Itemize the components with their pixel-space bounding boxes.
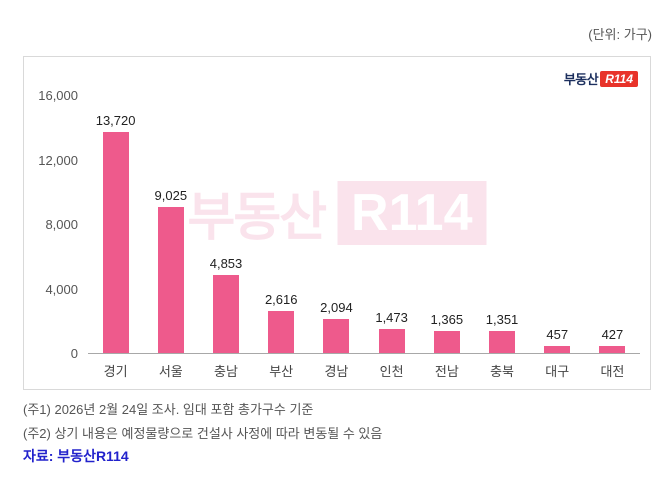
bar-value-label: 9,025: [154, 188, 188, 203]
bar-column: 13,720: [88, 113, 143, 353]
bar-value-label: 2,094: [320, 300, 353, 315]
y-tick-label: 16,000: [38, 88, 78, 103]
x-tick-label: 서울: [158, 364, 183, 379]
footnote-2: (주2) 상기 내용은 예정물량으로 건설사 사정에 따라 변동될 수 있음: [23, 426, 383, 441]
bar: [489, 331, 516, 353]
bar: [544, 346, 571, 353]
bar-value-label: 457: [546, 327, 569, 342]
brand-logo: 부동산 R114: [564, 69, 638, 88]
x-tick-label: 충남: [214, 364, 238, 379]
plot-area: 0 4,000 8,000 12,000 16,000 13,720 9,025 4,853…: [30, 88, 640, 380]
x-tick-label: 전남: [434, 364, 459, 379]
bar-value-label: 4,853: [209, 256, 243, 271]
bar-column: 2,094: [309, 300, 364, 353]
bar-value-label: 427: [601, 327, 624, 342]
bar-column: 2,616: [254, 292, 309, 353]
y-tick-label: 12,000: [38, 152, 78, 168]
x-tick-label: 대구: [545, 364, 570, 379]
source-credit: 자료: 부동산R114: [23, 448, 129, 464]
bar: [599, 346, 626, 353]
bar-value-label: 1,473: [375, 310, 408, 325]
brand-logo-badge: R114: [600, 70, 638, 87]
plot-right: 13,720 9,025 4,853 2,616 2,094 1,473 1,365 1,35…: [88, 95, 640, 380]
category-row: 경기 서울 충남 부산 경남 인천 전남 충북 대구 대전: [88, 361, 640, 380]
bar-column: 1,351: [474, 312, 529, 353]
x-tick-label: 인천: [379, 364, 404, 379]
unit-label: (단위: 가구): [588, 27, 652, 42]
bar-column: 457: [530, 327, 585, 353]
bar: [102, 132, 129, 353]
brand-logo-text: 부동산: [563, 72, 599, 87]
x-tick-label: 부산: [269, 364, 294, 379]
bar-value-label: 1,351: [485, 312, 519, 327]
footnotes: (주1) 2026년 2월 24일 조사. 임대 포함 총가구수 기준 (주2)…: [23, 398, 382, 446]
x-tick-label: 경남: [324, 364, 349, 379]
y-tick-label: 4,000: [45, 281, 78, 297]
bar-column: 1,365: [419, 312, 474, 353]
bar: [433, 331, 460, 353]
bar-value-label: 1,365: [430, 312, 464, 327]
bar: [268, 311, 295, 353]
x-tick-label: 충북: [490, 364, 514, 379]
bar-value-label: 2,616: [264, 292, 298, 307]
bar-column: 427: [585, 327, 640, 353]
bar-column: 4,853: [198, 256, 253, 353]
y-tick-label: 8,000: [45, 217, 78, 232]
chart-box: 부동산 R114 부동산 R114 0 4,000 8,000 12,000 16,00…: [23, 56, 651, 390]
x-tick-label: 대전: [600, 364, 625, 379]
bar-column: 9,025: [143, 188, 198, 353]
footnote-1: (주1) 2026년 2월 24일 조사. 임대 포함 총가구수 기준: [23, 402, 314, 417]
bar: [157, 207, 184, 353]
y-axis: 0 4,000 8,000 12,000 16,000: [30, 88, 88, 361]
bar: [213, 275, 239, 353]
x-tick-label: 경기: [103, 364, 128, 379]
bar: [378, 329, 405, 353]
y-tick-label: 0: [70, 346, 78, 361]
bar: [323, 319, 350, 353]
bar-value-label: 13,720: [95, 113, 136, 128]
bars-row: 13,720 9,025 4,853 2,616 2,094 1,473 1,365 1,35…: [88, 95, 640, 354]
bar-column: 1,473: [364, 310, 419, 353]
